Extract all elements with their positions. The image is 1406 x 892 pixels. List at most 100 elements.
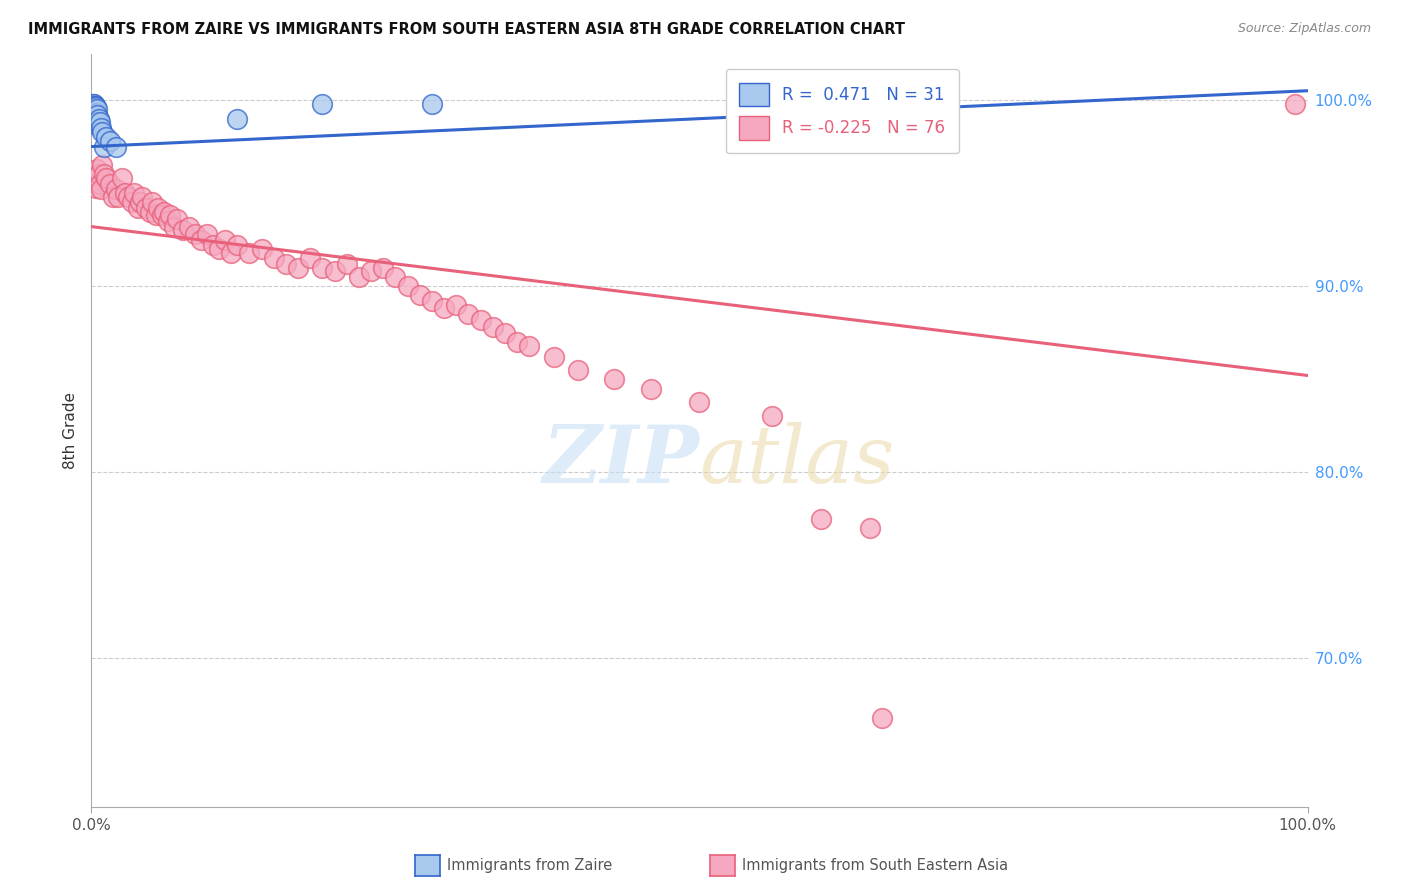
Point <box>226 238 249 252</box>
Point <box>409 288 432 302</box>
Point <box>94 171 117 186</box>
Point <box>420 293 443 308</box>
Point <box>163 219 186 234</box>
Point <box>84 98 107 112</box>
Point <box>323 264 346 278</box>
Point <box>870 711 893 725</box>
Point <box>226 112 249 126</box>
Point <box>1284 96 1306 111</box>
Point <box>420 96 443 111</box>
Point <box>87 168 110 182</box>
Point <box>184 227 207 241</box>
Point <box>166 212 188 227</box>
Text: Source: ZipAtlas.com: Source: ZipAtlas.com <box>1237 22 1371 36</box>
Point <box>82 96 104 111</box>
Point <box>444 298 467 312</box>
Point <box>83 106 105 120</box>
Point <box>86 108 108 122</box>
Point <box>89 177 111 191</box>
Point <box>129 195 152 210</box>
Point <box>83 112 105 126</box>
Y-axis label: 8th Grade: 8th Grade <box>62 392 77 469</box>
Point <box>506 334 529 349</box>
Point <box>373 260 395 275</box>
Point <box>98 134 121 148</box>
Point <box>145 209 167 223</box>
Point <box>159 209 181 223</box>
Point <box>84 101 107 115</box>
Point <box>83 96 105 111</box>
Point <box>202 238 225 252</box>
Point <box>91 158 114 172</box>
Point <box>208 242 231 256</box>
Point <box>859 521 882 535</box>
Point <box>153 204 176 219</box>
Point <box>84 103 107 117</box>
Point <box>311 96 333 111</box>
Point <box>84 106 107 120</box>
Point <box>82 98 104 112</box>
Point <box>83 103 105 117</box>
Point <box>433 301 456 316</box>
Text: Immigrants from South Eastern Asia: Immigrants from South Eastern Asia <box>742 858 1008 872</box>
Point <box>219 245 242 260</box>
Point <box>360 264 382 278</box>
Point <box>810 512 832 526</box>
Point <box>84 106 107 120</box>
Point <box>131 190 153 204</box>
Point <box>156 214 179 228</box>
Point <box>107 190 129 204</box>
Point <box>543 350 565 364</box>
Point <box>148 201 170 215</box>
Point <box>89 115 111 129</box>
Point <box>688 394 710 409</box>
Point <box>481 320 503 334</box>
Point <box>82 101 104 115</box>
Legend: R =  0.471   N = 31, R = -0.225   N = 76: R = 0.471 N = 31, R = -0.225 N = 76 <box>725 70 959 153</box>
Point <box>603 372 626 386</box>
Point <box>84 171 107 186</box>
Point <box>567 363 589 377</box>
Point <box>114 186 136 200</box>
Point <box>311 260 333 275</box>
Point <box>150 209 173 223</box>
Point <box>86 161 108 176</box>
Point <box>195 227 218 241</box>
Point <box>470 312 492 326</box>
Point <box>494 326 516 340</box>
Point <box>299 252 322 266</box>
Point <box>517 339 540 353</box>
Text: Immigrants from Zaire: Immigrants from Zaire <box>447 858 613 872</box>
Point <box>117 190 139 204</box>
Point <box>83 98 105 112</box>
Point <box>274 257 297 271</box>
Text: atlas: atlas <box>699 422 894 500</box>
Point <box>139 204 162 219</box>
Point <box>93 139 115 153</box>
Point <box>90 120 112 135</box>
Point <box>190 233 212 247</box>
Point <box>84 180 107 194</box>
Point <box>98 177 121 191</box>
Point <box>83 115 105 129</box>
Point <box>93 168 115 182</box>
Point <box>640 382 662 396</box>
Point <box>86 115 108 129</box>
Point <box>84 117 107 131</box>
Point <box>263 252 285 266</box>
Point <box>457 307 479 321</box>
Point <box>104 139 127 153</box>
Point <box>761 409 783 424</box>
Point <box>91 125 114 139</box>
Point <box>287 260 309 275</box>
Point <box>214 233 236 247</box>
Text: ZIP: ZIP <box>543 422 699 500</box>
Point <box>122 186 145 200</box>
Point <box>103 190 125 204</box>
Point <box>177 219 200 234</box>
Point <box>135 201 157 215</box>
Point <box>121 195 143 210</box>
Text: IMMIGRANTS FROM ZAIRE VS IMMIGRANTS FROM SOUTH EASTERN ASIA 8TH GRADE CORRELATIO: IMMIGRANTS FROM ZAIRE VS IMMIGRANTS FROM… <box>28 22 905 37</box>
Point <box>84 112 107 126</box>
Point <box>336 257 359 271</box>
